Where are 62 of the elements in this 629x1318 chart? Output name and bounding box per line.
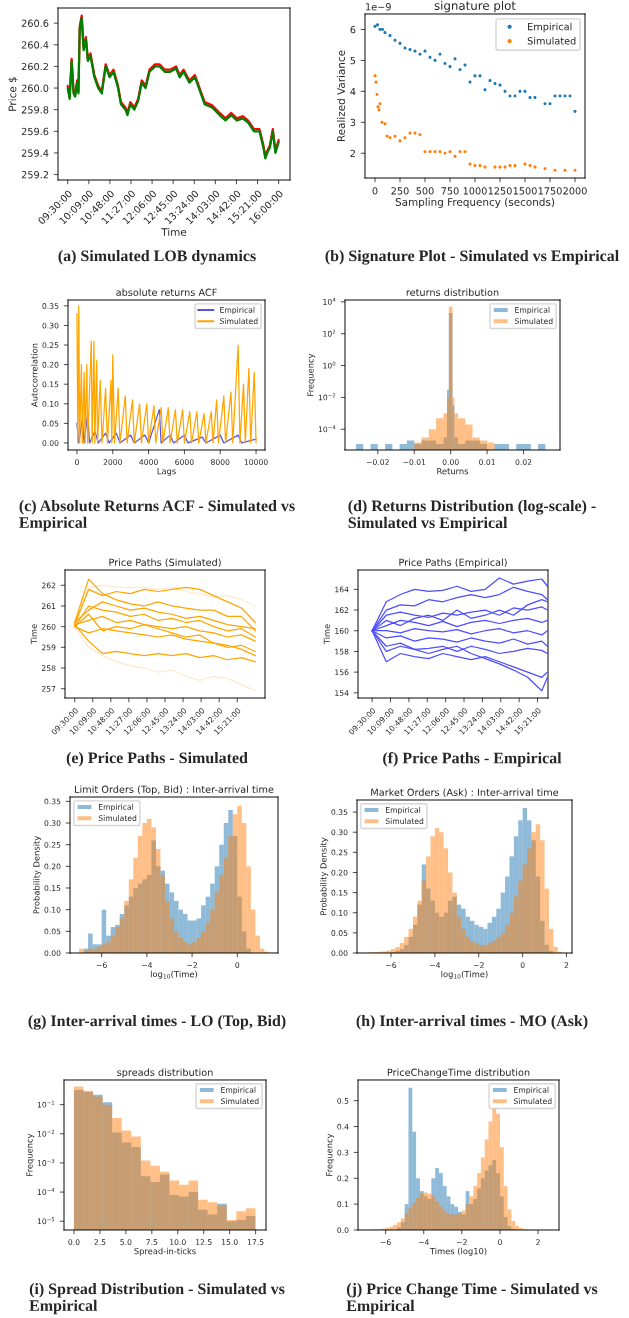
x-axis-title: log$_{10}$(Time) <box>441 970 488 979</box>
text: (h) Inter-arrival times - MO (Ask) <box>356 1015 588 1030</box>
y-axis-title: Time <box>30 624 37 645</box>
x-tick-label: 1750 <box>538 187 562 195</box>
y-axis-title: Time <box>323 624 330 645</box>
x-tick-label: 250 <box>391 187 409 195</box>
y-axis-title: Frequency <box>307 353 316 396</box>
y-tick-label: 2 <box>350 149 355 157</box>
y-tick-label: 259.2 <box>21 171 48 179</box>
y-tick-label: 5 <box>350 57 356 65</box>
chart-title: returns distribution <box>406 288 499 296</box>
text: (e) Price Paths - Simulated <box>66 752 248 767</box>
text: (a) Simulated LOB dynamics <box>58 250 256 265</box>
y-axis-title: Price $ <box>8 77 18 111</box>
y-axis-title: Frequency <box>26 1133 35 1176</box>
x-axis-title: Spread-in-ticks <box>134 1247 196 1256</box>
x-axis-title: Sampling Frequency (seconds) <box>395 197 555 208</box>
legend-label: Simulated <box>527 37 576 45</box>
text: (c) Absolute Returns ACF - Simulated vs Empirical <box>19 500 295 532</box>
text: (d) Returns Distribution (log-scale) - Simulated vs Empirical <box>348 500 596 532</box>
y-tick-label: 260.4 <box>21 41 49 49</box>
x-tick-label: 750 <box>441 187 459 195</box>
text: (g) Inter-arrival times - LO (Top, Bid) <box>28 1015 286 1030</box>
x-tick-label: 0 <box>372 187 378 195</box>
x-tick-label: 1500 <box>513 187 537 195</box>
text: (f) Price Paths - Empirical <box>383 752 562 767</box>
y-axis-title: Realized Variance <box>336 50 345 142</box>
text: (b) Signature Plot - Simulated vs Empirical <box>325 250 619 265</box>
x-tick-label: 1000 <box>463 187 487 195</box>
y-tick-label: 260.0 <box>21 84 49 92</box>
x-axis-title: log$_{10}$(Time) <box>150 970 198 979</box>
y-tick-label: 3 <box>350 118 356 127</box>
x-axis-title: Times (log10) <box>429 1247 487 1256</box>
y-tick-label: 259.6 <box>21 127 49 136</box>
y-axis-title: Probability Density <box>320 837 329 915</box>
x-tick-label: 500 <box>416 187 434 195</box>
chart-title: PriceChangeTime distribution <box>387 1068 530 1078</box>
y-tick-label: 260.6 <box>21 19 49 27</box>
y-axis-title: Probability Density <box>33 836 42 914</box>
chart-title: signature plot <box>434 0 516 13</box>
chart-title: Price Paths (Simulated) <box>109 558 221 568</box>
chart-title: Market Orders (Ask) : Inter-arrival time <box>371 788 559 798</box>
text: 1e−9 <box>366 3 391 11</box>
y-tick-label: 259.8 <box>21 106 49 114</box>
y-tick-label: 260.2 <box>21 62 48 71</box>
y-tick-label: 259.4 <box>21 149 49 157</box>
y-axis-title: Autocorrelation <box>31 343 38 407</box>
chart-title: spreads distribution <box>117 1068 213 1078</box>
x-axis-title: Time <box>161 227 187 237</box>
y-tick-label: 6 <box>350 25 356 34</box>
x-tick-label: 1250 <box>488 187 512 195</box>
x-axis-title: Lags <box>157 468 176 476</box>
y-tick-label: 4 <box>350 87 356 96</box>
x-axis-title: Returns <box>437 468 469 475</box>
chart-title: Limit Orders (Top, Bid) : Inter-arrival time <box>75 785 274 795</box>
legend-label: Empirical <box>528 22 572 33</box>
chart-title: absolute returns ACF <box>116 288 217 296</box>
text: (j) Price Change Time - Simulated vs Empirical <box>346 1283 598 1315</box>
x-tick-label: 2000 <box>563 187 587 195</box>
y-axis-title: Frequency <box>326 1133 335 1176</box>
text: (i) Spread Distribution - Simulated vs Empirical <box>29 1283 285 1315</box>
chart-title: Price Paths (Empirical) <box>399 558 507 568</box>
